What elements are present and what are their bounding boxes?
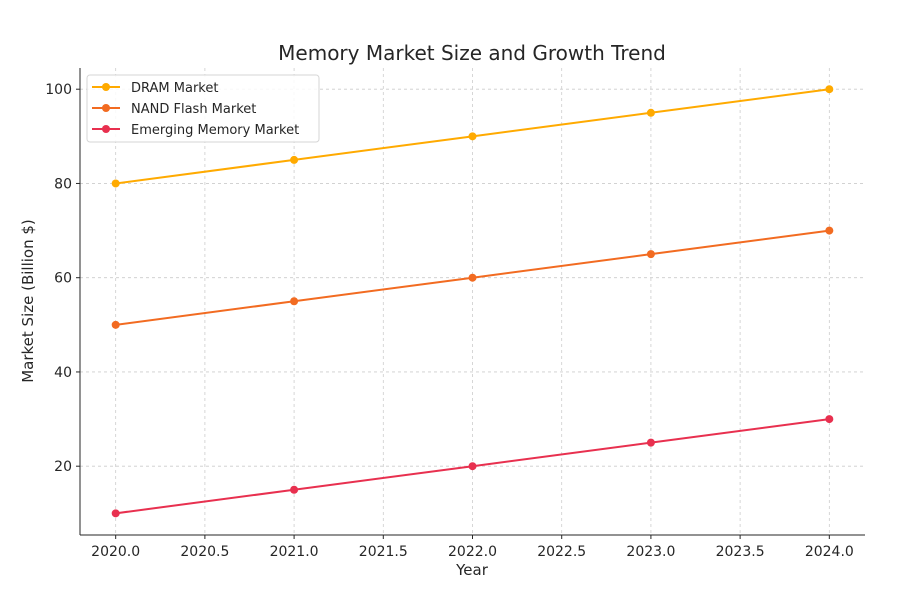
legend-swatch-marker — [102, 104, 110, 112]
x-tick-label: 2020.0 — [91, 544, 140, 560]
x-tick-label: 2021.5 — [359, 544, 408, 560]
data-point — [825, 85, 834, 94]
legend-label: DRAM Market — [131, 81, 218, 96]
series-group — [111, 85, 834, 518]
data-point — [468, 273, 477, 282]
legend-label: Emerging Memory Market — [131, 123, 299, 138]
data-point — [290, 485, 299, 494]
legend-box — [86, 74, 320, 143]
data-point — [290, 297, 299, 306]
legend-label: NAND Flash Market — [131, 102, 256, 117]
y-tick-label: 40 — [54, 365, 72, 381]
legend-swatch-marker — [102, 125, 110, 133]
data-point — [468, 462, 477, 471]
data-point — [290, 155, 299, 164]
data-point — [646, 108, 655, 117]
chart-title: Memory Market Size and Growth Trend — [278, 41, 666, 65]
x-tick-label: 2024.0 — [805, 544, 854, 560]
data-point — [111, 320, 120, 329]
axes: 2020.0 2020.5 2021.0 2021.5 2022.0 2022.5 2023… — [45, 68, 865, 560]
y-tick-label: 100 — [45, 82, 72, 98]
y-tick-label: 60 — [54, 271, 72, 287]
data-point — [111, 509, 120, 518]
x-axis-label: Year — [455, 561, 489, 579]
x-tick-label: 2020.5 — [180, 544, 229, 560]
data-point — [646, 250, 655, 259]
data-point — [111, 179, 120, 188]
legend-swatch-marker — [102, 83, 110, 91]
y-tick-label: 20 — [54, 459, 72, 475]
x-tick-label: 2021.0 — [270, 544, 319, 560]
data-point — [646, 438, 655, 447]
x-tick-label: 2022.5 — [537, 544, 586, 560]
data-point — [468, 132, 477, 141]
legend: DRAM Market NAND Flash Market Emerging Mem… — [86, 74, 320, 143]
x-tick-label: 2023.0 — [626, 544, 675, 560]
data-point — [825, 226, 834, 235]
y-tick-label: 80 — [54, 176, 72, 192]
y-axis-label: Market Size (Billion $) — [19, 219, 37, 383]
x-tick-label: 2022.0 — [448, 544, 497, 560]
data-point — [825, 415, 834, 424]
x-tick-label: 2023.5 — [716, 544, 765, 560]
